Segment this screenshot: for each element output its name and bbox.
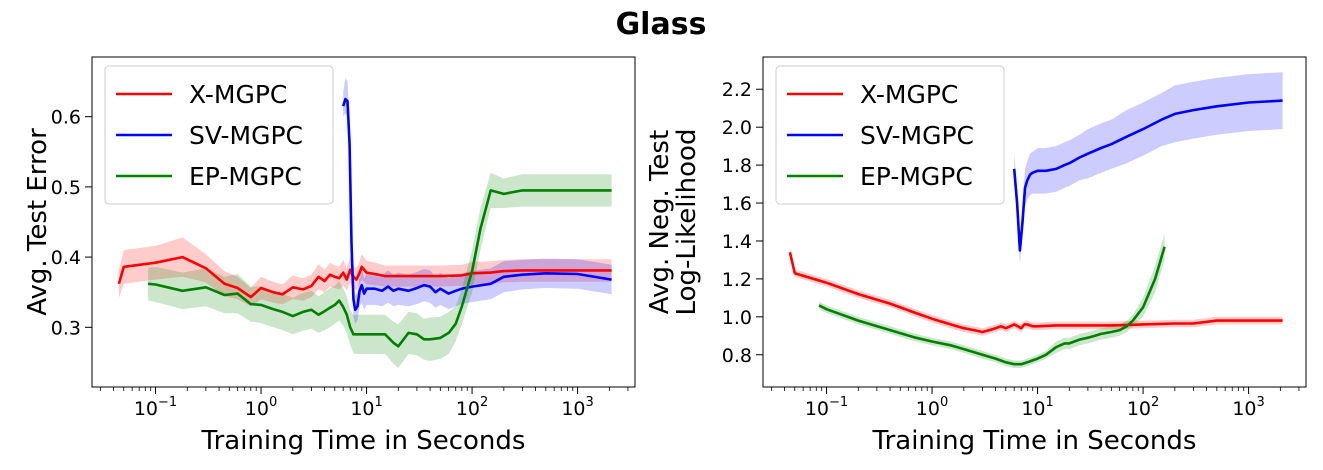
- plot-frame: [762, 56, 1307, 388]
- y-tick-label: 1.8: [722, 155, 752, 177]
- y-tick-label: 0.6: [51, 107, 81, 129]
- x-axis-label: Training Time in Seconds: [872, 426, 1197, 456]
- series-line-x-mgpc: [788, 252, 1283, 334]
- y-tick-label: 1.2: [722, 269, 752, 291]
- series-line-x-mgpc: [117, 255, 612, 299]
- legend-label-x-mgpc: X-MGPC: [860, 80, 958, 109]
- x-tick-label: 101: [350, 395, 382, 420]
- x-tick-label: 103: [561, 395, 593, 420]
- legend: X-MGPC SV-MGPC EP-MGPC: [104, 65, 334, 205]
- x-tick-label: 10−1: [134, 395, 177, 420]
- series-line-sv-mgpc: [1012, 99, 1283, 252]
- legend: X-MGPC SV-MGPC EP-MGPC: [775, 65, 1005, 205]
- error-chart: 10−1 100 101 102 103 0.3 0.4 0.5 0.6 Training Tim…: [23, 56, 636, 456]
- y-tick-label: 1.4: [722, 231, 752, 253]
- legend-box: [104, 65, 334, 205]
- confidence-band-sv-mgpc: [1014, 72, 1283, 264]
- x-tick-label: 101: [1021, 395, 1053, 420]
- confidence-band-ep-mgpc: [148, 172, 612, 368]
- x-tick-label: 100: [245, 395, 277, 420]
- confidence-band-sv-mgpc: [343, 78, 612, 324]
- nll-chart: 10−1 100 101 102 103 0.8 1.0 1.2 1.4 1.6 1.8 2.0 2.2…: [645, 56, 1307, 456]
- legend-label-x-mgpc: X-MGPC: [189, 80, 287, 109]
- y-tick-label: 0.3: [51, 317, 81, 339]
- confidence-band-x-mgpc: [789, 246, 1283, 336]
- y-tick-label: 0.5: [51, 177, 81, 199]
- legend-label-ep-mgpc: EP-MGPC: [860, 162, 973, 191]
- y-axis-label: Avg. Neg. TestLog-Likelihood: [645, 129, 702, 316]
- y-tick-label: 2.2: [722, 79, 752, 101]
- y-tick-label: 1.0: [722, 307, 752, 329]
- y-tick-label: 2.0: [722, 117, 752, 139]
- legend-label-sv-mgpc: SV-MGPC: [189, 121, 303, 150]
- plot-frame: [91, 56, 636, 388]
- series-line-ep-mgpc: [147, 189, 612, 348]
- series-line-ep-mgpc: [818, 246, 1166, 366]
- legend-label-sv-mgpc: SV-MGPC: [860, 121, 974, 150]
- x-tick-label: 10−1: [805, 395, 848, 420]
- y-tick-label: 0.4: [51, 247, 81, 269]
- y-tick-label: 0.8: [722, 345, 752, 367]
- x-tick-label: 100: [916, 395, 948, 420]
- x-tick-label: 103: [1232, 395, 1264, 420]
- x-axis-label: Training Time in Seconds: [201, 426, 526, 456]
- y-axis-label: Avg. Test Error: [23, 128, 53, 316]
- x-tick-label: 102: [456, 395, 488, 420]
- x-tick-label: 102: [1127, 395, 1159, 420]
- figure-title: Glass: [616, 7, 707, 42]
- legend-label-ep-mgpc: EP-MGPC: [189, 162, 302, 191]
- legend-box: [775, 65, 1005, 205]
- y-tick-label: 1.6: [722, 193, 752, 215]
- series-line-sv-mgpc: [341, 97, 612, 312]
